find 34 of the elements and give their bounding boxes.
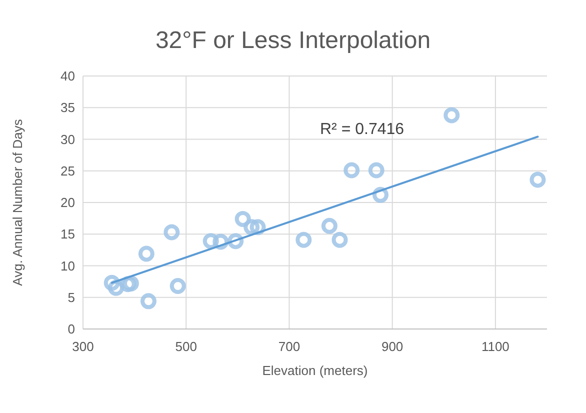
point (321, 218, 338, 234)
x-tick-label: 500 (175, 339, 197, 354)
y-tick-label: 20 (60, 195, 75, 210)
y-tick-label: 30 (60, 132, 75, 147)
point (138, 246, 154, 262)
point (164, 224, 180, 240)
point (344, 162, 360, 178)
x-tick-label: 700 (278, 339, 300, 354)
point (444, 107, 460, 124)
point (530, 172, 546, 188)
y-tick-label: 15 (60, 226, 75, 242)
x-axis-title: Elevation (meters) (262, 363, 368, 378)
chart-title: 32°F or Less Interpolation (155, 27, 431, 54)
point (202, 233, 219, 250)
point (332, 232, 348, 248)
point (368, 162, 384, 178)
point (104, 274, 120, 291)
y-tick-label: 25 (60, 163, 75, 178)
point (234, 210, 251, 227)
point (140, 293, 156, 310)
point (244, 219, 260, 236)
x-tick-label: 900 (381, 339, 404, 354)
y-tick-label: 0 (68, 322, 75, 337)
point (122, 275, 139, 292)
y-tick-label: 35 (60, 100, 75, 116)
y-axis-title: Avg. Annual Number of Days (10, 118, 25, 286)
y-tick-label: 40 (60, 68, 75, 84)
x-tick-label: 300 (72, 339, 94, 354)
x-tick-label: 1100 (481, 339, 510, 354)
point (170, 278, 186, 294)
y-tick-label: 10 (60, 258, 75, 274)
annotation: R² = 0.7416 (320, 121, 404, 138)
point (296, 232, 312, 248)
y-tick-label: 5 (68, 290, 75, 305)
